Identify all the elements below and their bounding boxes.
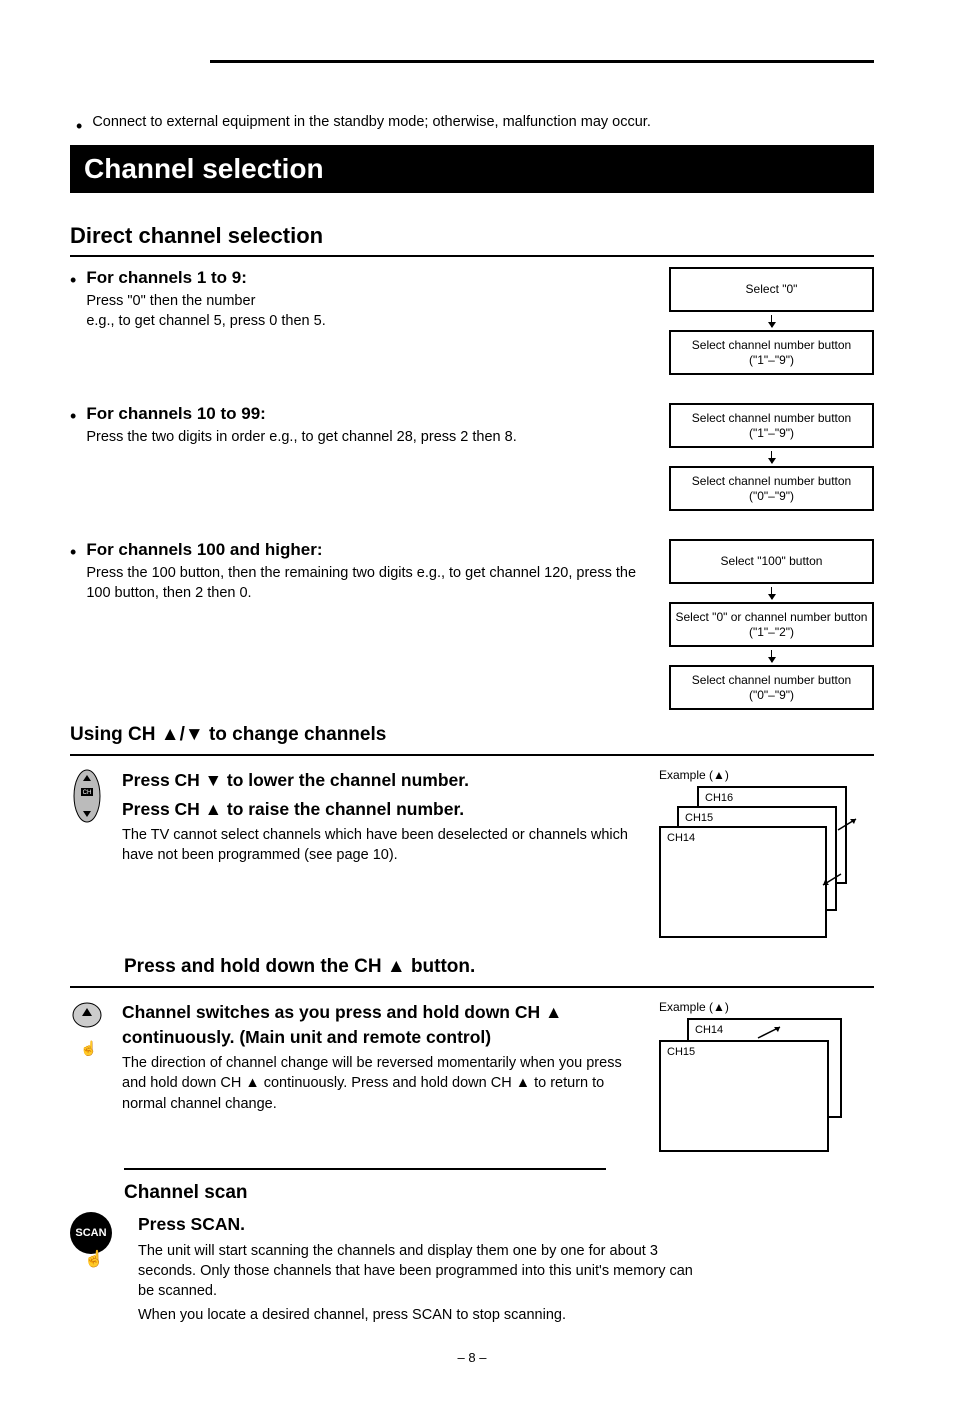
ch-hold-block: ☝ Channel switches as you press and hold…	[70, 1000, 874, 1158]
arrow-down-icon	[669, 584, 874, 602]
direct-item-3: • For channels 100 and higher: Press the…	[70, 539, 874, 710]
panel-ch: CH14	[695, 1024, 723, 1037]
channel-panels-stack: CH16 CH15 CH14	[659, 786, 869, 946]
ch-updown-block: CH Press CH ▼ to lower the channel numbe…	[70, 768, 874, 946]
item-heading: For channels 1 to 9:	[86, 267, 325, 290]
arrow-down-icon	[669, 312, 874, 330]
ch-up-button-icon	[70, 1000, 104, 1030]
rule	[70, 986, 874, 988]
svg-text:CH: CH	[83, 790, 92, 796]
bullet-dot: •	[70, 543, 76, 561]
arrow-down-icon	[669, 448, 874, 466]
bullet-dot: •	[70, 407, 76, 425]
ch-hold-body: The direction of channel change will be …	[122, 1053, 641, 1114]
ch-hold-lead: Channel switches as you press and hold d…	[122, 1000, 641, 1049]
section-bar-channel-selection: Channel selection	[70, 145, 874, 193]
example-label: Example (▲)	[659, 768, 874, 782]
bullet-dot: •	[76, 117, 82, 135]
header-rule	[210, 60, 874, 63]
item-body: Press the 100 button, then the remaining…	[86, 564, 649, 603]
rule	[70, 754, 874, 756]
hand-icon: ☝	[80, 1040, 97, 1057]
header-note: • Connect to external equipment in the s…	[76, 113, 874, 135]
item-heading: For channels 100 and higher:	[86, 539, 649, 562]
scan-lead: Press SCAN.	[138, 1212, 698, 1237]
flow-box: Select "0" or channel number button ("1"…	[669, 602, 874, 647]
channel-scan-block: SCAN ☝ Press SCAN. The unit will start s…	[70, 1212, 874, 1330]
ch-down-lead: Press CH ▼ to lower the channel number.	[122, 768, 641, 793]
direct-item-1: • For channels 1 to 9: Press "0" then th…	[70, 267, 874, 375]
header-note-text: Connect to external equipment in the sta…	[92, 113, 651, 133]
rule	[124, 1168, 606, 1170]
item-heading: For channels 10 to 99:	[86, 403, 516, 426]
direct-selection-title: Direct channel selection	[70, 223, 874, 249]
flow-box: Select channel number button ("1"–"9")	[669, 403, 874, 448]
panel-ch: CH16	[705, 792, 733, 805]
ch-updown-title: Using CH ▲/▼ to change channels	[70, 724, 874, 746]
flow-box: Select channel number button ("0"–"9")	[669, 466, 874, 511]
direct-item-2: • For channels 10 to 99: Press the two d…	[70, 403, 874, 511]
item-body: Press the two digits in order e.g., to g…	[86, 428, 516, 448]
ch-rocker-icon: CH	[70, 768, 104, 824]
channel-scan-title: Channel scan	[124, 1182, 874, 1204]
item-body: Press "0" then the number e.g., to get c…	[86, 292, 325, 331]
flow-box: Select channel number button ("1"–"9")	[669, 330, 874, 375]
arrow-down-icon	[669, 647, 874, 665]
flow-box: Select "0"	[669, 267, 874, 312]
channel-panels-stack: CH14 CH15	[659, 1018, 869, 1158]
bullet-dot: •	[70, 271, 76, 289]
scan-body2: When you locate a desired channel, press…	[138, 1305, 698, 1325]
panel-ch: CH15	[685, 812, 713, 825]
panel-ch: CH14	[667, 832, 695, 845]
panel-ch: CH15	[667, 1046, 695, 1059]
rule	[70, 255, 874, 257]
example-label: Example (▲)	[659, 1000, 874, 1014]
diagonal-arrow-icon	[754, 1024, 788, 1042]
flow-box: Select "100" button	[669, 539, 874, 584]
scan-body1: The unit will start scanning the channel…	[138, 1241, 698, 1302]
hand-icon: ☝	[84, 1249, 104, 1269]
diagonal-arrow-icon	[834, 816, 864, 834]
ch-hold-title: Press and hold down the CH ▲ button.	[124, 956, 874, 978]
ch-up-lead: Press CH ▲ to raise the channel number.	[122, 797, 641, 822]
ch-body: The TV cannot select channels which have…	[122, 825, 641, 866]
diagonal-arrow-icon	[819, 871, 849, 889]
flow-box: Select channel number button ("0"–"9")	[669, 665, 874, 710]
page-number: – 8 –	[70, 1350, 874, 1365]
scan-button-icon: SCAN	[70, 1212, 112, 1254]
